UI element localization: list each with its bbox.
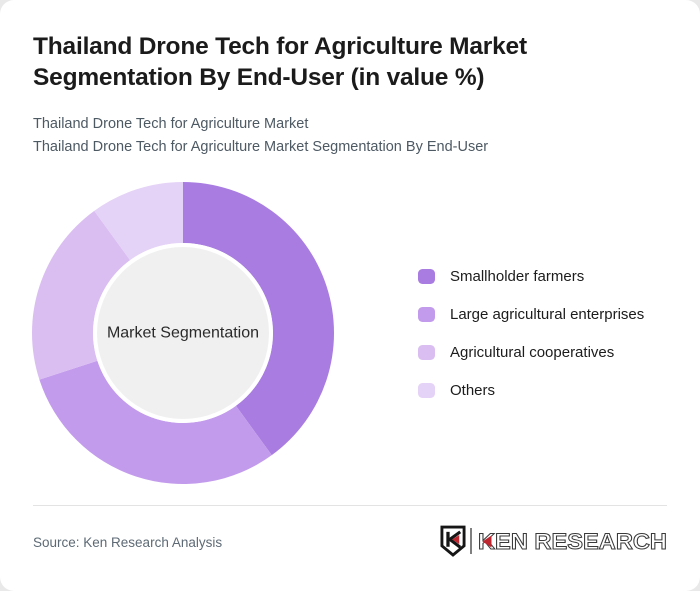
logo-separator: [470, 528, 472, 554]
footer-divider: [33, 505, 667, 506]
donut-chart: Market Segmentation: [31, 182, 335, 485]
donut-segment-2: [39, 360, 272, 485]
chart-legend: Smallholder farmers Large agricultural e…: [418, 257, 644, 409]
logo-text: KEN RESEARCH: [478, 529, 667, 554]
donut-center-label: Market Segmentation: [107, 325, 259, 342]
legend-item: Smallholder farmers: [418, 257, 644, 295]
legend-swatch: [418, 382, 435, 398]
donut-segment-3: [31, 210, 131, 380]
legend-label: Agricultural cooperatives: [450, 343, 615, 361]
legend-swatch: [418, 344, 435, 360]
legend-swatch: [418, 306, 435, 322]
ken-research-shield-icon: [440, 525, 466, 557]
logo-k-triangle: [482, 535, 492, 548]
donut-center-circle: [97, 247, 269, 419]
subtitle-line-1: Thailand Drone Tech for Agriculture Mark…: [33, 116, 309, 132]
legend-label: Smallholder farmers: [450, 267, 585, 285]
legend-item: Others: [418, 371, 644, 409]
legend-swatch: [418, 268, 435, 284]
subtitle-block: Thailand Drone Tech for Agriculture Mark…: [33, 113, 488, 158]
donut-segment-4: [94, 182, 183, 261]
legend-item: Agricultural cooperatives: [418, 333, 644, 371]
subtitle-line-2: Thailand Drone Tech for Agriculture Mark…: [33, 138, 489, 155]
ken-research-logo: KEN RESEARCH: [440, 525, 669, 557]
legend-label: Others: [450, 381, 496, 399]
ken-research-wordmark: KEN RESEARCH: [478, 529, 668, 555]
legend-label: Large agricultural enterprises: [450, 305, 645, 323]
source-text: Source: Ken Research Analysis: [33, 535, 223, 550]
page-title: Thailand Drone Tech for Agriculture Mark…: [33, 33, 527, 91]
legend-item: Large agricultural enterprises: [418, 295, 644, 333]
donut-segment-1: [183, 182, 335, 456]
